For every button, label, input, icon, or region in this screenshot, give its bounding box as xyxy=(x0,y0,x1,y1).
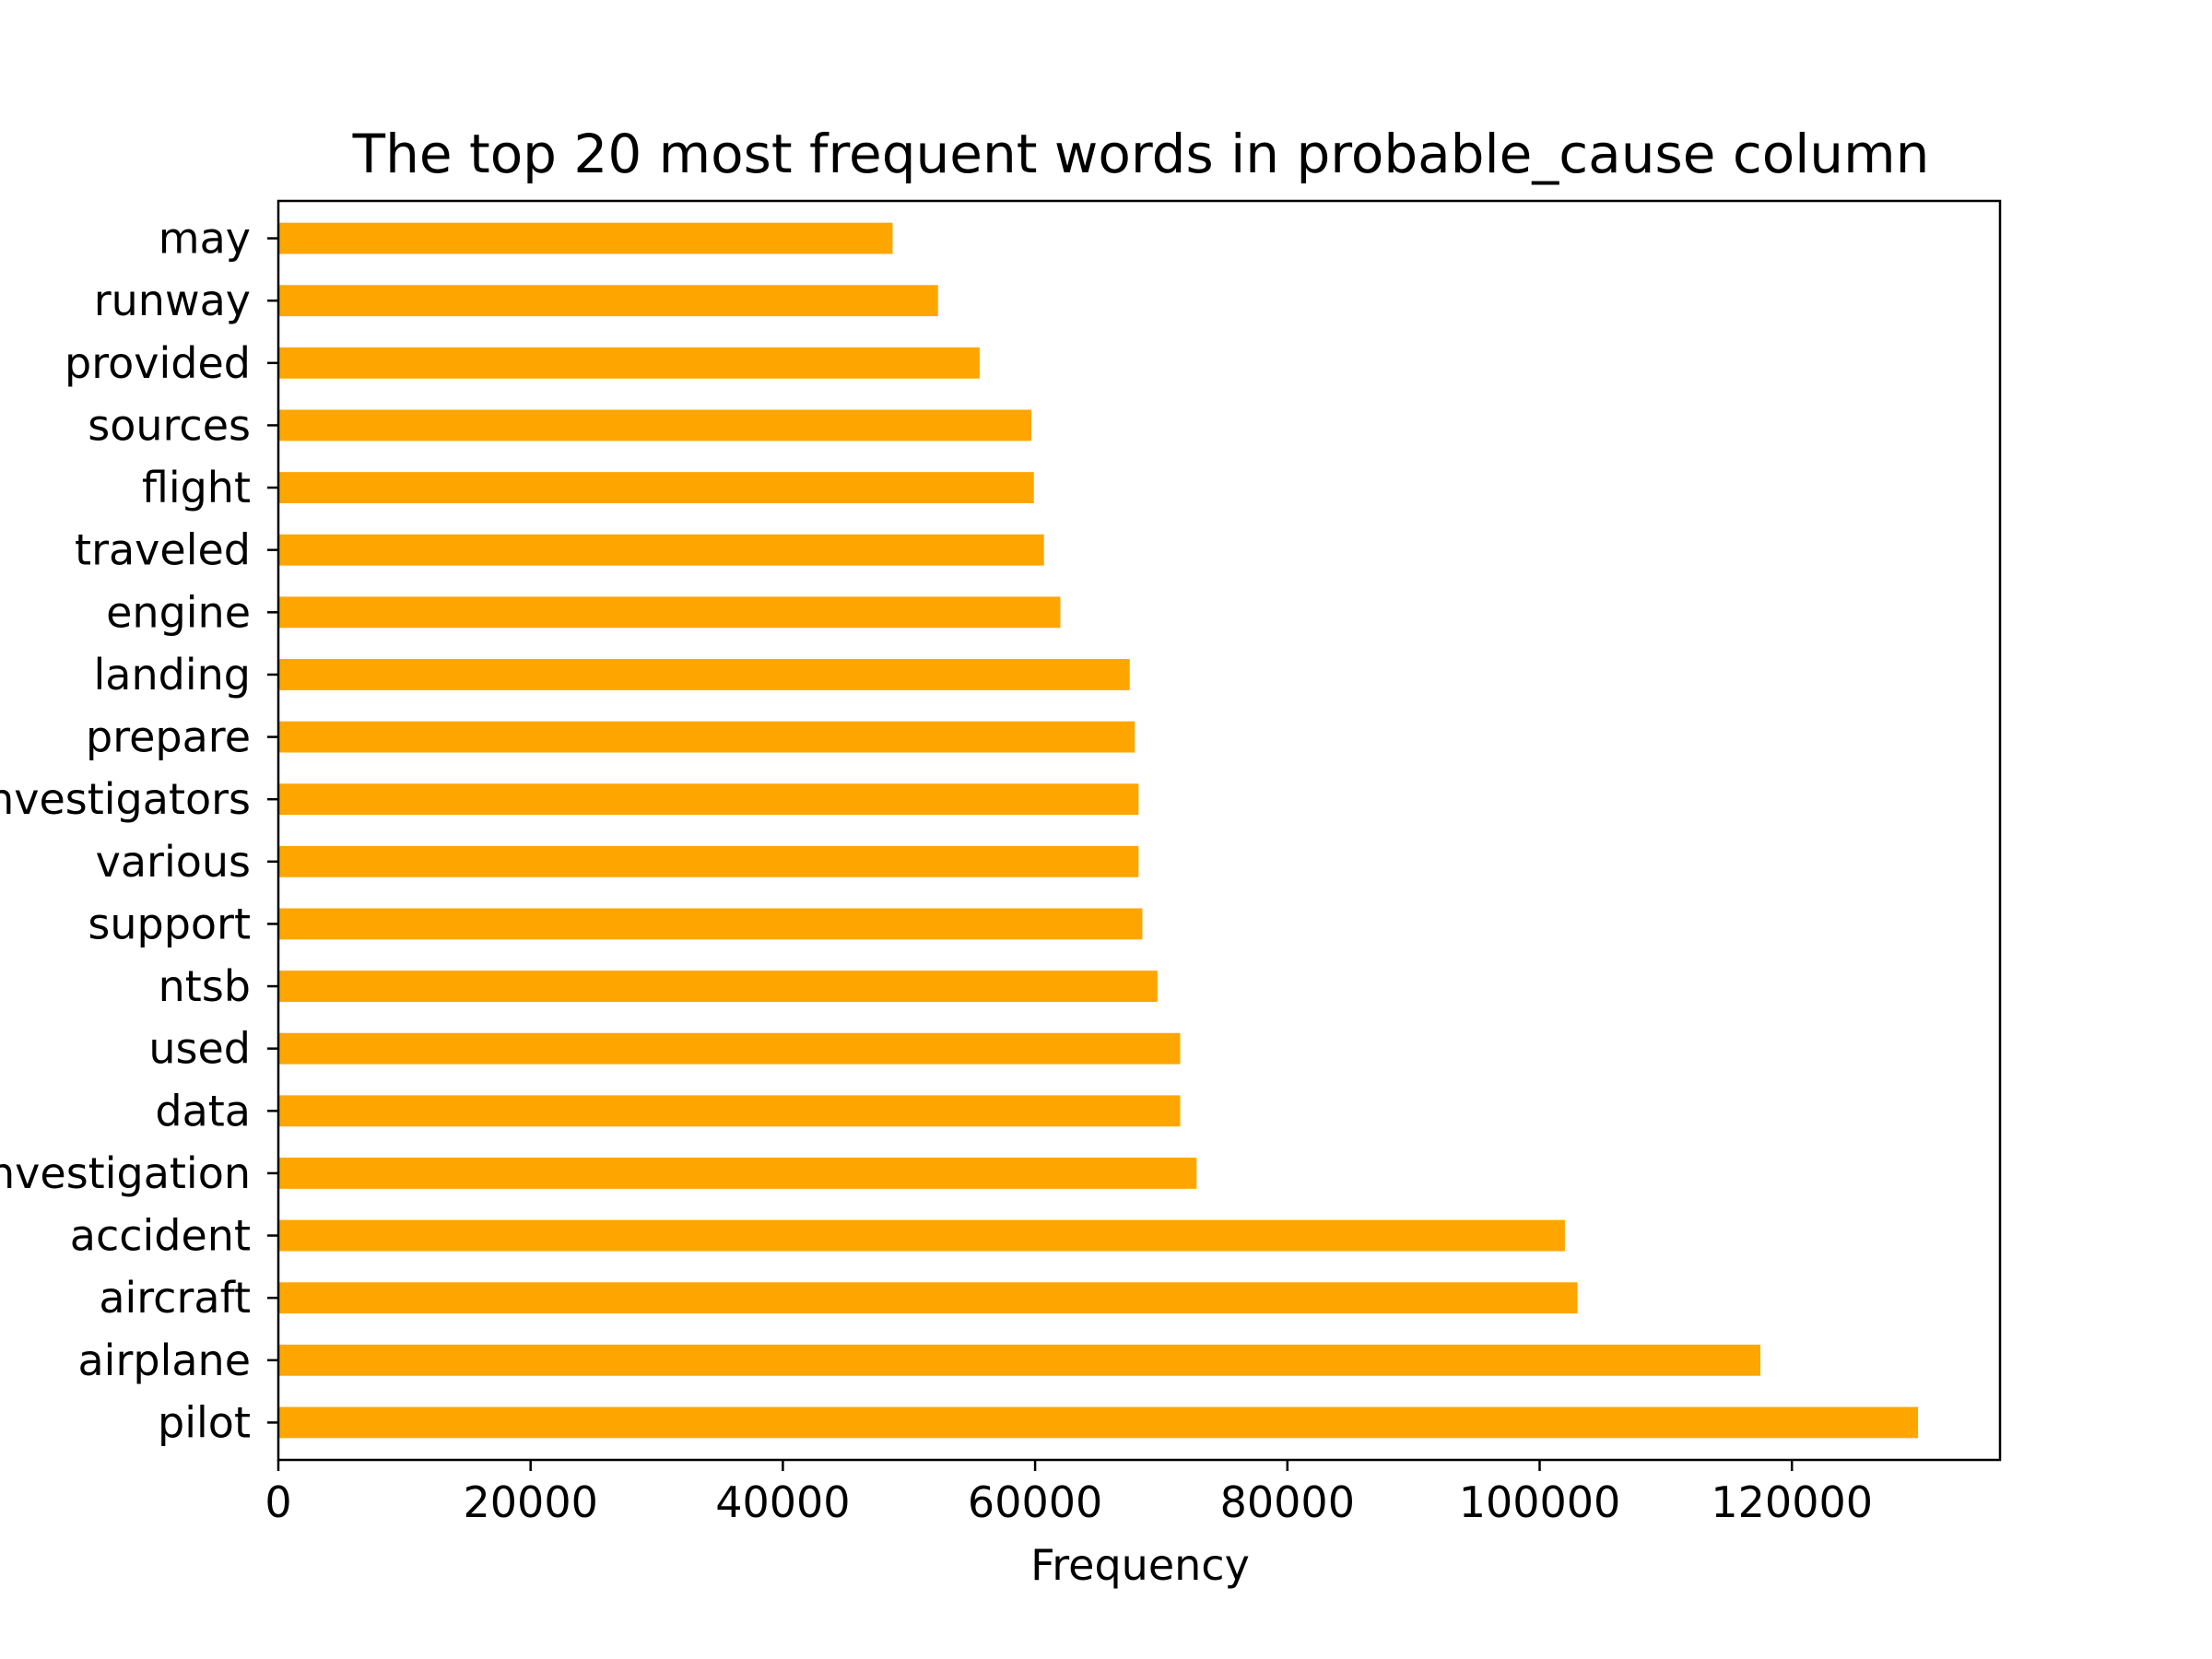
bar-landing xyxy=(278,659,1130,690)
bar-various xyxy=(278,845,1139,877)
x-tick-label: 60000 xyxy=(968,1477,1102,1527)
y-tick-label: landing xyxy=(94,650,251,700)
bar-used xyxy=(278,1032,1181,1065)
x-tick-label: 100000 xyxy=(1459,1477,1621,1527)
y-tick-label: sources xyxy=(88,400,251,450)
y-tick-label: flight xyxy=(142,463,251,512)
x-tick-label: 40000 xyxy=(715,1477,850,1527)
chart-title: The top 20 most frequent words in probab… xyxy=(352,123,1930,185)
y-tick-label: provided xyxy=(65,338,251,388)
x-tick-label: 80000 xyxy=(1220,1477,1355,1527)
bar-flight xyxy=(278,472,1034,503)
bar-prepare xyxy=(278,721,1135,753)
y-tick-label: support xyxy=(88,899,251,948)
bar-may xyxy=(278,222,893,254)
x-axis-ticks: 0 20000 40000 60000 80000 100000 120000 xyxy=(265,1460,1873,1527)
bars-group xyxy=(278,222,1919,1439)
y-tick-label: various xyxy=(96,837,251,887)
bar-airplane xyxy=(278,1344,1760,1376)
bar-investigation xyxy=(278,1158,1197,1189)
y-tick-label: used xyxy=(148,1024,251,1074)
bar-engine xyxy=(278,596,1061,629)
bar-ntsb xyxy=(278,971,1158,1002)
x-tick-label: 20000 xyxy=(464,1477,598,1527)
bar-aircraft xyxy=(278,1282,1578,1314)
bar-traveled xyxy=(278,534,1044,566)
y-tick-label: ntsb xyxy=(159,961,251,1011)
y-tick-label: engine xyxy=(106,587,251,637)
bar-pilot xyxy=(278,1406,1919,1439)
x-tick-label: 0 xyxy=(265,1477,291,1527)
y-tick-label: aircraft xyxy=(99,1273,251,1323)
y-tick-label: traveled xyxy=(75,525,251,575)
y-tick-label: may xyxy=(159,214,251,264)
bar-runway xyxy=(278,285,938,317)
y-tick-label: accident xyxy=(70,1211,251,1261)
x-axis-label: Frequency xyxy=(1030,1540,1250,1590)
y-tick-label: investigation xyxy=(0,1148,251,1198)
y-tick-label: pilot xyxy=(158,1397,251,1447)
plot-frame xyxy=(276,199,2002,1462)
y-tick-label: airplane xyxy=(77,1335,251,1385)
y-tick-label: runway xyxy=(94,276,251,325)
y-tick-label: prepare xyxy=(86,712,251,762)
bar-sources xyxy=(278,409,1031,441)
y-tick-label: data xyxy=(155,1086,251,1135)
bar-investigators xyxy=(278,783,1139,816)
bar-provided xyxy=(278,347,980,379)
x-tick-label: 120000 xyxy=(1711,1477,1873,1527)
y-tick-label: investigators xyxy=(0,774,251,824)
bar-accident xyxy=(278,1219,1565,1252)
y-axis-ticks: pilot airplane aircraft accident investigati… xyxy=(0,214,278,1447)
bar-support xyxy=(278,908,1143,940)
bar-data xyxy=(278,1095,1181,1127)
